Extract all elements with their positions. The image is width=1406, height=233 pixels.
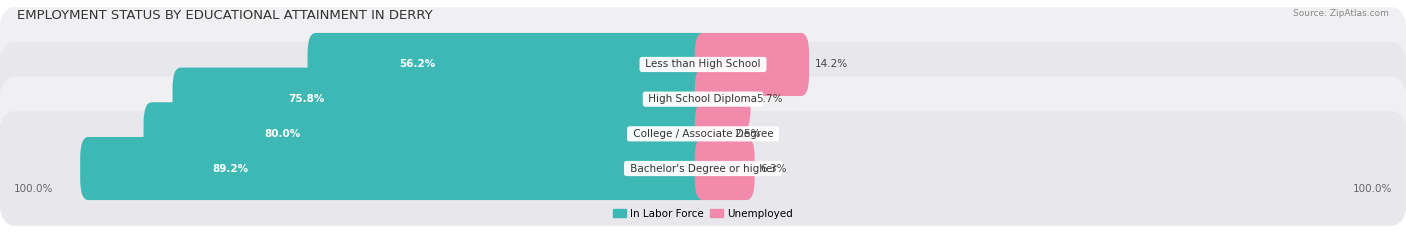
Text: Source: ZipAtlas.com: Source: ZipAtlas.com bbox=[1294, 9, 1389, 18]
Legend: In Labor Force, Unemployed: In Labor Force, Unemployed bbox=[613, 209, 793, 219]
FancyBboxPatch shape bbox=[143, 102, 711, 165]
Text: 100.0%: 100.0% bbox=[1353, 184, 1392, 194]
Text: College / Associate Degree: College / Associate Degree bbox=[630, 129, 776, 139]
FancyBboxPatch shape bbox=[0, 42, 1406, 156]
Text: 6.3%: 6.3% bbox=[761, 164, 787, 174]
Text: 80.0%: 80.0% bbox=[264, 129, 301, 139]
Text: 75.8%: 75.8% bbox=[288, 94, 325, 104]
Text: EMPLOYMENT STATUS BY EDUCATIONAL ATTAINMENT IN DERRY: EMPLOYMENT STATUS BY EDUCATIONAL ATTAINM… bbox=[17, 9, 433, 22]
Text: High School Diploma: High School Diploma bbox=[645, 94, 761, 104]
FancyBboxPatch shape bbox=[695, 33, 808, 96]
Text: Less than High School: Less than High School bbox=[643, 59, 763, 69]
Text: 89.2%: 89.2% bbox=[212, 164, 249, 174]
FancyBboxPatch shape bbox=[0, 111, 1406, 226]
Text: 56.2%: 56.2% bbox=[399, 59, 436, 69]
Text: 5.7%: 5.7% bbox=[756, 94, 783, 104]
FancyBboxPatch shape bbox=[173, 68, 711, 131]
Text: Bachelor's Degree or higher: Bachelor's Degree or higher bbox=[627, 164, 779, 174]
Text: 2.5%: 2.5% bbox=[734, 129, 761, 139]
Text: 100.0%: 100.0% bbox=[14, 184, 53, 194]
FancyBboxPatch shape bbox=[695, 102, 728, 165]
FancyBboxPatch shape bbox=[0, 7, 1406, 122]
FancyBboxPatch shape bbox=[0, 77, 1406, 191]
Text: 14.2%: 14.2% bbox=[814, 59, 848, 69]
FancyBboxPatch shape bbox=[80, 137, 711, 200]
FancyBboxPatch shape bbox=[308, 33, 711, 96]
FancyBboxPatch shape bbox=[695, 68, 751, 131]
FancyBboxPatch shape bbox=[695, 137, 755, 200]
